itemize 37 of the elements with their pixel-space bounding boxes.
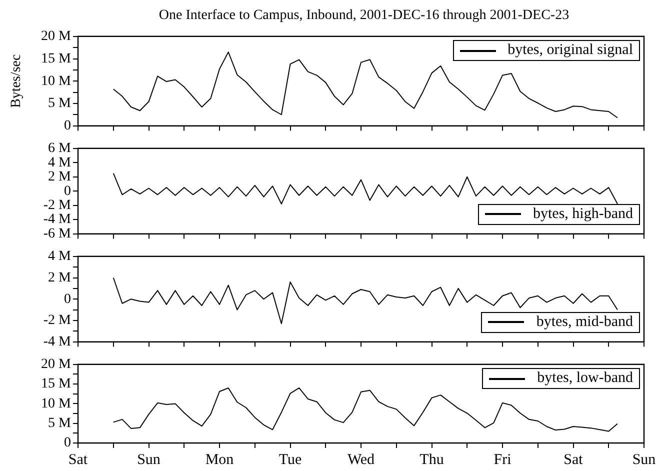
y-tick-label: 2 M: [48, 270, 72, 286]
y-axis-title: Bytes/sec: [9, 54, 24, 108]
legend-label: bytes, original signal: [508, 42, 633, 60]
x-tick-label: Sun: [137, 452, 161, 468]
legend-label: bytes, mid-band: [536, 314, 633, 331]
chart-title: One Interface to Campus, Inbound, 2001-DEC-16 through 2001-DEC-23: [158, 8, 570, 25]
y-tick-label: 2 M: [48, 170, 72, 185]
y-tick-label: -4 M: [43, 334, 72, 350]
y-tick-label: 15 M: [41, 51, 72, 66]
y-tick-label: 4 M: [48, 249, 72, 264]
y-tick-label: 10 M: [41, 74, 72, 89]
y-tick-label: -4 M: [43, 212, 72, 228]
y-tick-label: 15 M: [41, 376, 72, 392]
legend-label: bytes, low-band: [537, 370, 633, 388]
x-tick-label: Tue: [278, 452, 302, 468]
x-tick-label: Sat: [68, 452, 88, 468]
y-tick-label: 5 M: [48, 416, 72, 432]
y-tick-label: -2 M: [43, 198, 72, 214]
y-tick-label: 6 M: [48, 141, 72, 156]
y-tick-label: 0: [64, 184, 71, 199]
legend-label: bytes, high-band: [533, 206, 633, 223]
x-tick-label: Wed: [347, 452, 376, 468]
x-tick-label: Sat: [564, 452, 584, 468]
y-tick-label: -6 M: [43, 226, 72, 242]
y-tick-label: 20 M: [41, 357, 72, 372]
y-tick-label: 10 M: [41, 396, 72, 412]
x-tick-label: Sun: [632, 452, 656, 468]
x-tick-label: Mon: [205, 452, 234, 468]
y-tick-label: -2 M: [43, 313, 72, 328]
x-tick-label: Thu: [420, 452, 444, 468]
y-tick-label: 5 M: [48, 96, 72, 112]
y-tick-label: 0: [64, 436, 71, 451]
y-tick-label: 0: [64, 118, 71, 134]
y-tick-label: 4 M: [48, 155, 72, 170]
y-tick-label: 20 M: [41, 29, 72, 44]
y-tick-label: 0: [64, 292, 71, 307]
x-tick-label: Fri: [494, 452, 512, 468]
